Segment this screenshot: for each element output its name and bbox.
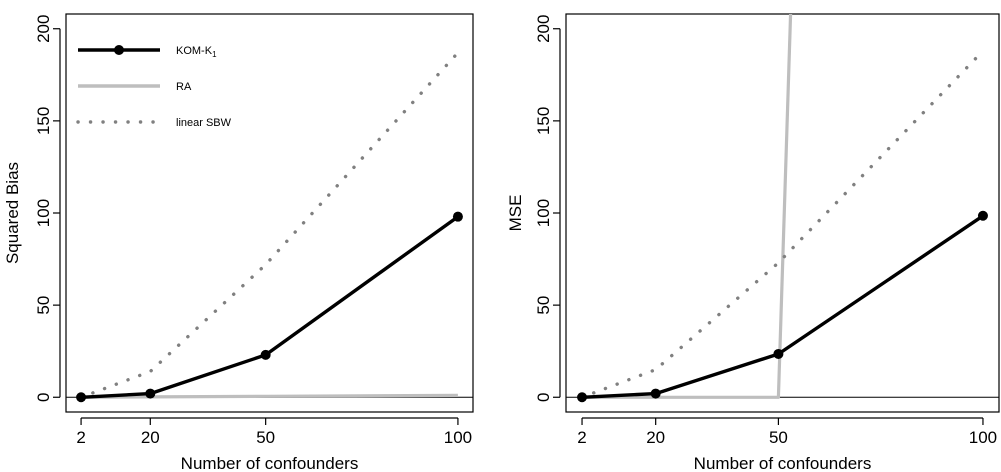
x-tick-label: 20: [141, 428, 160, 447]
x-tick-label: 100: [969, 428, 997, 447]
plot-frame: [565, 13, 1000, 413]
x-axis: 2 20 50 100 Number of confounders: [76, 417, 472, 472]
y-tick-label: 200: [534, 15, 553, 43]
linear-sbw-line: [79, 51, 460, 399]
legend-label: RA: [176, 81, 192, 93]
x-tick-label: 2: [76, 428, 85, 447]
x-axis-title: Number of confounders: [694, 454, 872, 472]
y-axis-title: Squared Bias: [3, 162, 22, 264]
kom-data-point: [773, 348, 784, 359]
kom-k-line: [581, 214, 984, 399]
kom-data-point: [145, 388, 156, 399]
ra-line: [582, 14, 793, 399]
kom-data-point: [977, 210, 988, 221]
y-tick-label: 0: [34, 393, 53, 402]
y-tick-label: 50: [534, 296, 553, 315]
kom-data-point: [452, 211, 463, 222]
legend-label: linear SBW: [176, 117, 232, 129]
x-tick-label: 50: [256, 428, 275, 447]
kom-data-point: [76, 392, 87, 403]
linear-sbw-line: [580, 49, 985, 399]
legend-marker-kom: [114, 45, 124, 55]
y-tick-label: 50: [34, 296, 53, 315]
x-tick-label: 2: [577, 428, 586, 447]
legend-label: KOM-K1: [176, 45, 217, 59]
y-tick-label: 0: [534, 393, 553, 402]
y-tick-label: 150: [534, 107, 553, 135]
series-group: [577, 14, 988, 403]
kom-data-point: [577, 392, 588, 403]
x-tick-label: 100: [444, 428, 472, 447]
y-tick-label: 200: [34, 15, 53, 43]
kom-data-point: [650, 388, 661, 399]
squared-bias-panel: 2 20 50 100 Number of confounders 0 50 100 150 20…: [3, 13, 474, 472]
x-axis: 2 20 50 100 Number of confounders: [577, 417, 997, 472]
y-axis-title: MSE: [506, 195, 525, 232]
kom-k-line: [81, 215, 459, 399]
legend: KOM-K1 RA linear SBW: [76, 45, 232, 129]
y-tick-label: 100: [34, 199, 53, 227]
y-tick-label: 100: [534, 199, 553, 227]
plot-frame: [65, 13, 474, 413]
y-tick-label: 150: [34, 107, 53, 135]
y-axis: 0 50 100 150 200 Squared Bias: [3, 15, 61, 402]
y-axis: 0 50 100 150 200 MSE: [506, 15, 561, 402]
x-axis-title: Number of confounders: [181, 454, 359, 472]
x-tick-label: 20: [646, 428, 665, 447]
mse-panel: 2 20 50 100 Number of confounders 0 50 100 150 20…: [506, 13, 1000, 472]
x-tick-label: 50: [769, 428, 788, 447]
series-group: [76, 51, 463, 403]
kom-data-point: [260, 349, 271, 360]
